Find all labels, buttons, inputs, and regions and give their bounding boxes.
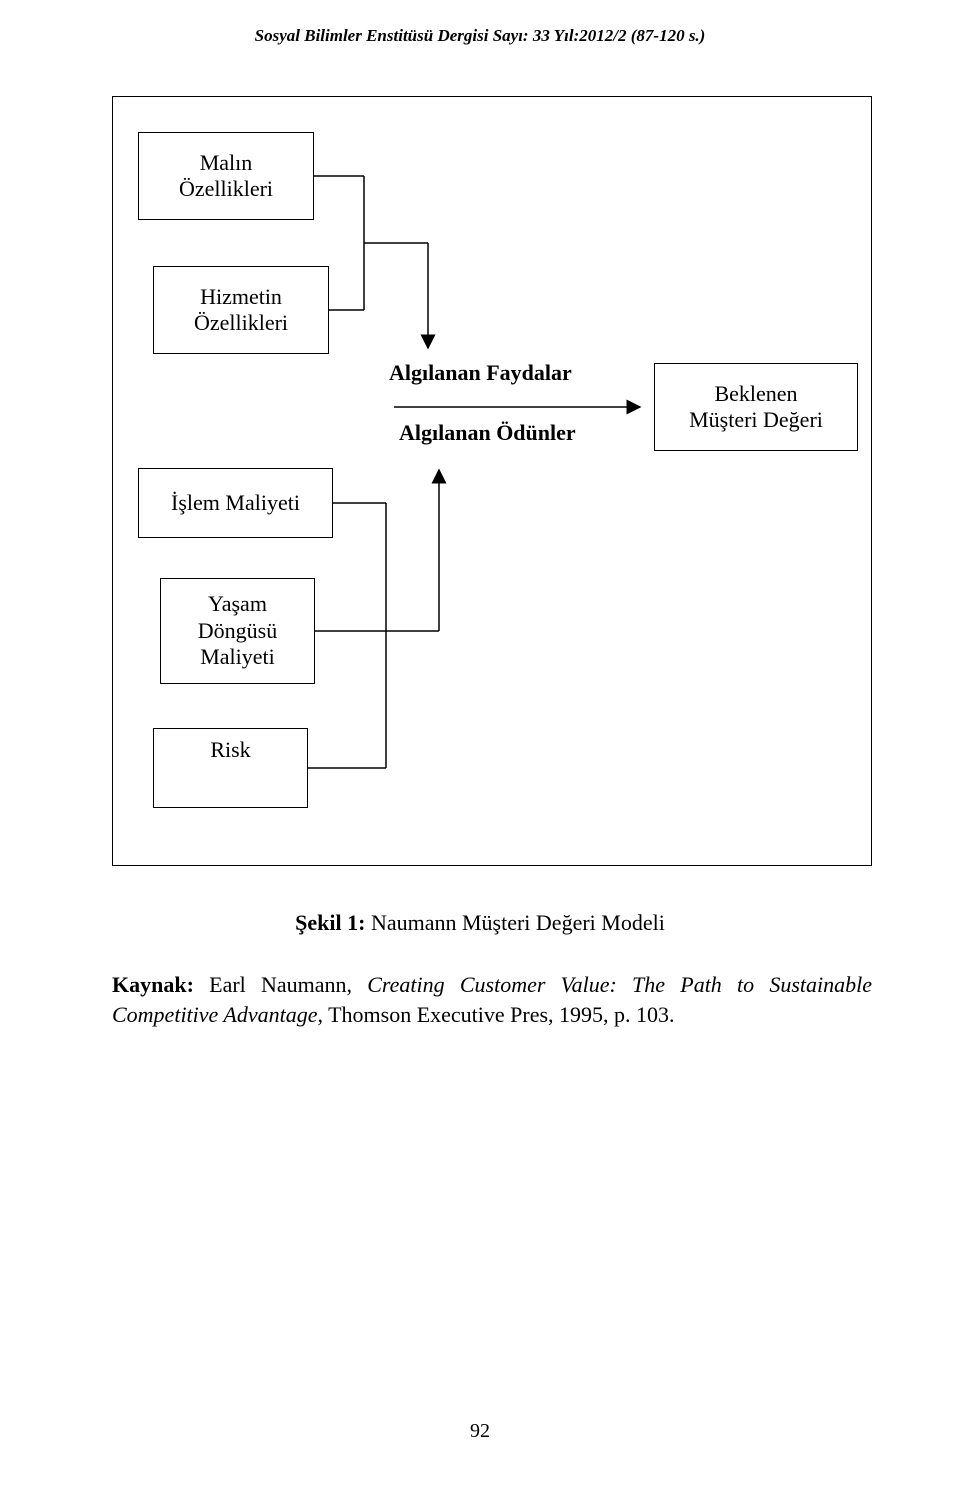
source-paragraph: Kaynak: Earl Naumann, Creating Customer … [112,970,872,1029]
figure-caption: Şekil 1: Naumann Müşteri Değeri Modeli [0,910,960,936]
source-strong: Kaynak: [112,972,194,997]
source-rest-1: Earl Naumann, [194,972,367,997]
connectors [0,0,960,900]
caption-strong: Şekil 1: [295,910,365,935]
page-number: 92 [0,1420,960,1443]
source-rest-2: , Thomson Executive Pres, 1995, p. 103. [318,1002,675,1027]
caption-rest: Naumann Müşteri Değeri Modeli [365,910,664,935]
